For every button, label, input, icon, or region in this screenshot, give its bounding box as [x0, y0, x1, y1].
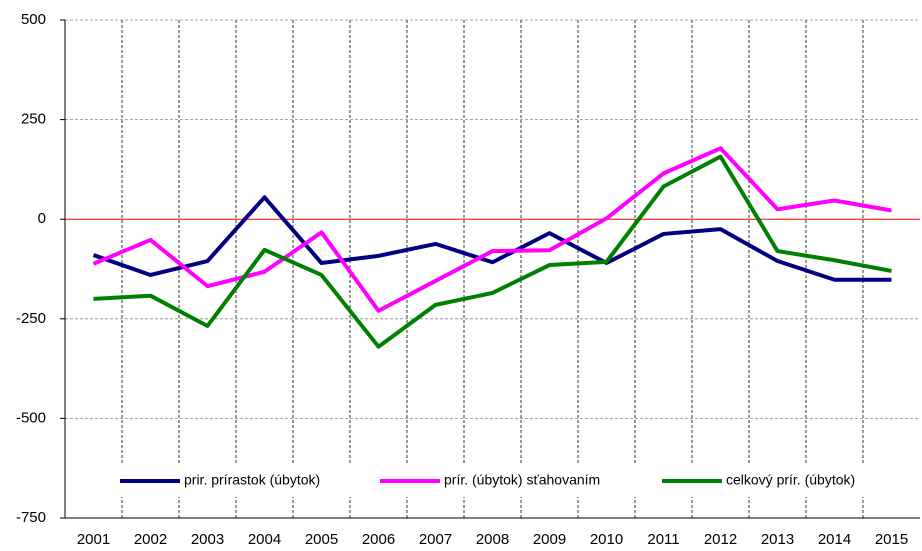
x-tick-label: 2013 — [761, 531, 794, 548]
legend-label: celkový prír. (úbytok) — [726, 472, 855, 488]
series-line — [92, 146, 892, 313]
x-tick-label: 2004 — [248, 531, 281, 548]
x-tick-label: 2011 — [647, 531, 679, 548]
x-tick-label: 2005 — [305, 531, 338, 548]
x-tick-label: 2014 — [818, 531, 851, 548]
x-tick-label: 2009 — [533, 531, 566, 548]
legend: prir. prírastok (úbytok) prír. (úbytok) s… — [108, 465, 896, 497]
legend-label: prír. (úbytok) sťahovaním — [444, 472, 600, 488]
x-tick-label: 2003 — [191, 531, 224, 548]
y-tick-label: -750 — [16, 509, 46, 526]
x-tick-label: 2006 — [362, 531, 395, 548]
x-tick-label: 2001 — [77, 531, 110, 548]
x-tick-label: 2002 — [134, 531, 167, 548]
y-tick-label: 0 — [38, 210, 46, 227]
y-tick-label: -500 — [16, 409, 46, 426]
series-line — [93, 154, 892, 349]
y-tick-label: -250 — [16, 310, 46, 327]
x-tick-label: 2015 — [875, 531, 908, 548]
legend-label: prir. prírastok (úbytok) — [184, 472, 320, 488]
x-tick-label: 2007 — [419, 531, 452, 548]
x-tick-label: 2010 — [590, 531, 623, 548]
x-tick-label: 2012 — [704, 531, 737, 548]
y-tick-label: 500 — [21, 11, 46, 28]
series-line — [92, 195, 892, 282]
x-tick-label: 2008 — [476, 531, 509, 548]
legend-box — [108, 465, 896, 497]
y-tick-label: 250 — [21, 111, 46, 128]
